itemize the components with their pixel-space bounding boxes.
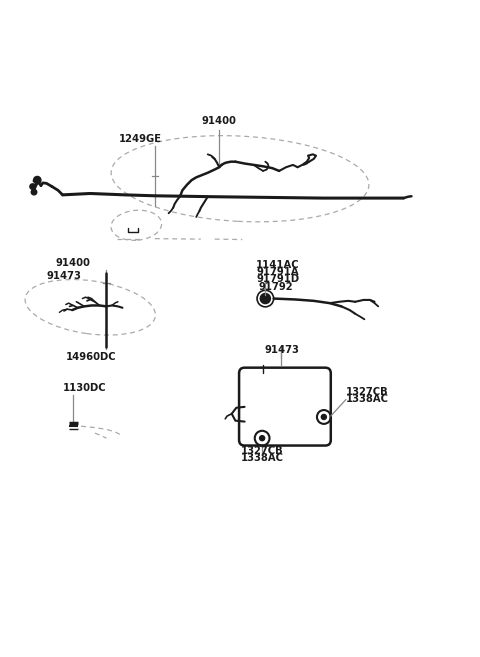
Circle shape: [30, 184, 36, 189]
Text: 91791A: 91791A: [256, 267, 299, 277]
Text: 91473: 91473: [46, 271, 81, 281]
Circle shape: [259, 435, 265, 442]
Circle shape: [321, 414, 327, 420]
Circle shape: [31, 189, 37, 195]
Circle shape: [260, 294, 270, 304]
Text: 1327CB: 1327CB: [346, 387, 389, 397]
Text: 1327CB: 1327CB: [241, 445, 283, 456]
Text: 1130DC: 1130DC: [62, 383, 106, 393]
Text: 91791D: 91791D: [256, 274, 299, 284]
Text: 14960DC: 14960DC: [66, 351, 117, 361]
Text: 91400: 91400: [55, 258, 90, 267]
Text: 91400: 91400: [202, 116, 237, 125]
Text: 1141AC: 1141AC: [256, 260, 300, 269]
Text: 91792: 91792: [258, 282, 293, 292]
Circle shape: [34, 177, 41, 184]
Text: 91473: 91473: [264, 345, 299, 355]
FancyBboxPatch shape: [239, 368, 331, 445]
Text: 1249GE: 1249GE: [119, 134, 162, 144]
Text: 1338AC: 1338AC: [240, 453, 284, 463]
Text: 1338AC: 1338AC: [346, 394, 389, 404]
